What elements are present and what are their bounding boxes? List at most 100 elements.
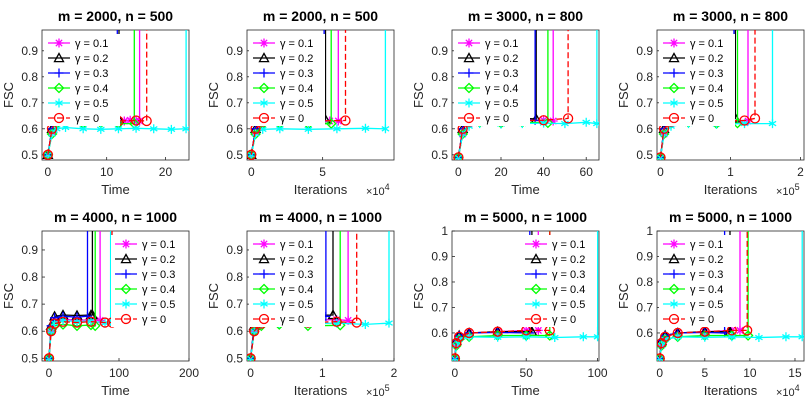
y-tick-label: 0.9 <box>431 44 448 58</box>
series-line <box>659 30 756 158</box>
data-marker <box>85 316 97 327</box>
data-marker <box>452 338 462 349</box>
y-tick-label: 0.5 <box>636 148 653 162</box>
legend-label: γ = 0.4 <box>75 83 108 95</box>
series-line <box>454 231 599 359</box>
legend-marker <box>259 38 269 48</box>
legend-label: γ = 0.1 <box>690 239 723 251</box>
legend-marker <box>531 239 541 249</box>
x-axis-label: Iterations <box>294 182 348 197</box>
legend-marker <box>120 253 132 264</box>
chart-panel: m = 5000, n = 1000 Iterations FSC 0 5 10 15 ×10… <box>616 209 805 399</box>
legend-label: γ = 0.3 <box>142 269 175 281</box>
chart-panel: m = 3000, n = 800 Time FSC 0 20 40 60 0.5 0.6 0.7… <box>411 8 600 197</box>
legend-marker <box>464 38 474 48</box>
data-marker <box>657 353 665 361</box>
y-axis-label: FSC <box>411 283 426 309</box>
legend-marker <box>259 239 269 249</box>
plot-area <box>452 231 599 361</box>
legend-marker <box>669 239 679 249</box>
legend-label: γ = 0.5 <box>690 299 723 311</box>
legend-label: γ = 0.5 <box>485 98 518 110</box>
legend-label: γ = 0.1 <box>75 38 108 50</box>
chart-title: m = 2000, n = 500 <box>263 8 378 24</box>
data-marker <box>130 115 142 126</box>
y-axis-label: FSC <box>616 283 631 309</box>
legend-box <box>249 34 325 126</box>
data-marker <box>673 332 682 342</box>
legend-label: γ = 0.4 <box>280 284 313 296</box>
y-tick-label: 0.7 <box>431 96 448 110</box>
y-tick-label: 0.5 <box>226 148 243 162</box>
y-axis-label: FSC <box>616 82 631 108</box>
y-tick-label: 0.7 <box>636 96 653 110</box>
legend-marker <box>122 299 130 309</box>
data-marker <box>182 124 189 134</box>
data-marker <box>672 327 683 339</box>
exponent-base: ×10 <box>366 186 385 198</box>
legend-label: γ = 0.2 <box>690 254 723 266</box>
series-line <box>250 30 347 155</box>
chart-title: m = 5000, n = 1000 <box>669 209 792 225</box>
legend-label: γ = 0.4 <box>552 284 585 296</box>
y-tick-label: 0.6 <box>636 122 653 136</box>
x-tick-label: 0 <box>248 165 255 179</box>
data-marker <box>89 320 101 332</box>
data-marker <box>453 152 464 160</box>
data-marker <box>452 353 461 361</box>
legend-label: γ = 0.1 <box>280 239 313 251</box>
x-tick-label: 100 <box>588 366 608 380</box>
x-axis-label: Time <box>101 383 129 398</box>
legend-box <box>44 34 120 126</box>
legend-marker <box>260 299 268 309</box>
x-tick-label: 5 <box>701 366 708 380</box>
data-marker <box>361 319 370 329</box>
y-tick-label: 0.9 <box>636 249 653 263</box>
exponent-power: 4 <box>385 182 390 192</box>
data-marker <box>768 119 777 129</box>
legend-marker <box>121 269 131 279</box>
y-tick-label: 1 <box>441 224 448 238</box>
legend-box <box>659 34 735 126</box>
data-marker <box>579 332 588 342</box>
chart-title: m = 4000, n = 1000 <box>54 209 177 225</box>
data-marker <box>304 124 313 134</box>
y-tick-label: 0.8 <box>636 70 653 84</box>
series-line <box>659 231 748 359</box>
legend-box <box>249 235 325 327</box>
legend-marker <box>53 112 65 124</box>
legend-label: γ = 0.5 <box>75 98 108 110</box>
x-tick-label: 1 <box>727 165 734 179</box>
data-marker <box>560 119 569 129</box>
legend-marker <box>121 239 131 249</box>
data-marker <box>593 332 599 342</box>
y-axis-label: FSC <box>411 82 426 108</box>
legend-label: γ = 0.4 <box>485 83 518 95</box>
y-tick-label: 0.9 <box>21 44 38 58</box>
legend-label: γ = 0.1 <box>552 239 585 251</box>
legend-marker <box>669 68 679 78</box>
legend-marker <box>532 299 540 309</box>
data-marker <box>71 317 83 328</box>
legend-label: γ = 0.2 <box>690 53 723 65</box>
legend-label: γ = 0.2 <box>142 254 175 266</box>
x-axis-label: Iterations <box>294 383 348 398</box>
data-marker <box>73 317 81 327</box>
legend-label: γ = 0.3 <box>485 68 518 80</box>
legend-label: γ = 0.1 <box>690 38 723 50</box>
legend-marker <box>531 269 541 279</box>
data-marker <box>538 115 549 126</box>
data-marker <box>141 115 152 127</box>
legend-label: γ = 0.5 <box>280 98 313 110</box>
y-tick-label: 0.6 <box>21 122 38 136</box>
y-tick-label: 0.6 <box>226 324 243 338</box>
y-tick-label: 0.5 <box>21 148 38 162</box>
legend-marker <box>53 52 65 63</box>
legend-label: γ = 0.5 <box>552 299 585 311</box>
plot-area <box>43 231 118 361</box>
legend-box <box>659 235 735 327</box>
y-tick-label: 0.7 <box>21 96 38 110</box>
x-tick-label: 100 <box>109 366 129 380</box>
legend-marker <box>463 82 475 94</box>
